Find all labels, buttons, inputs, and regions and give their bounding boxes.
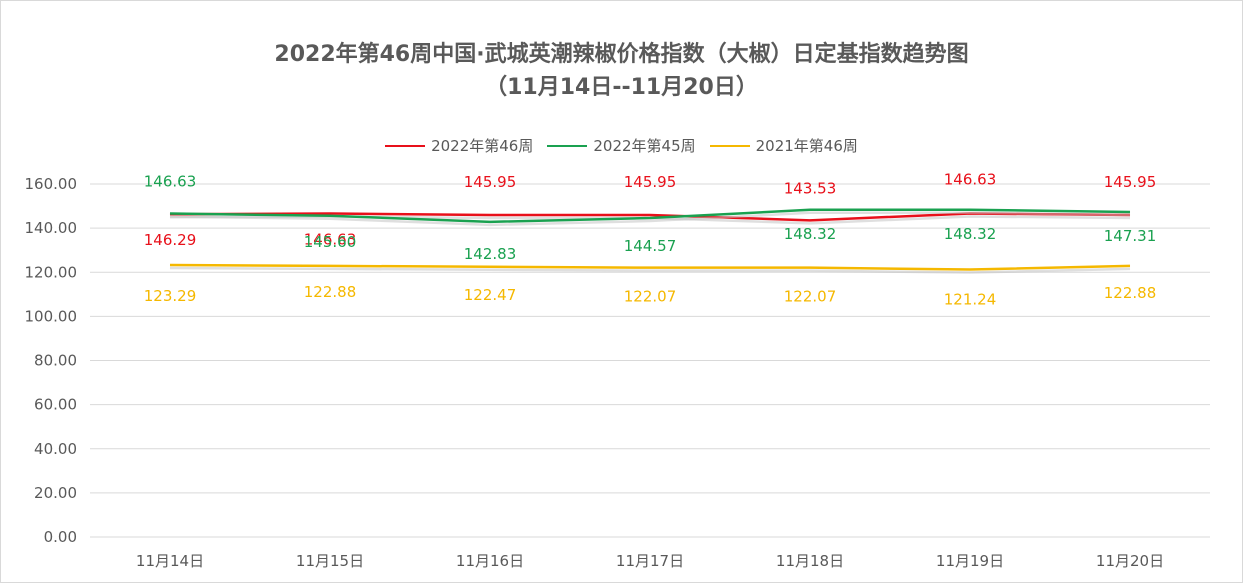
- data-label: 148.32: [944, 225, 997, 243]
- x-tick-label: 11月14日: [136, 552, 204, 570]
- legend-label-series-2: 2021年第46周: [755, 137, 858, 155]
- data-label: 123.29: [144, 287, 197, 305]
- chart-title: 2022年第46周中国·武城英潮辣椒价格指数（大椒）日定基指数趋势图: [274, 42, 969, 67]
- x-tick-label: 11月17日: [616, 552, 684, 570]
- legend-item-series-1: 2022年第45周: [547, 135, 696, 156]
- data-label: 122.07: [624, 288, 677, 306]
- y-tick-label: 140.00: [25, 219, 78, 237]
- legend-swatch-series-0: [385, 144, 426, 147]
- x-tick-label: 11月19日: [936, 552, 1004, 570]
- chart-subtitle: （11月14日--11月20日）: [485, 75, 758, 100]
- data-label: 145.95: [464, 173, 517, 191]
- legend-swatch-series-1: [547, 144, 588, 147]
- y-tick-label: 120.00: [25, 263, 78, 281]
- data-label: 143.53: [784, 179, 837, 197]
- data-label: 146.63: [304, 230, 357, 248]
- data-label: 147.31: [1104, 227, 1157, 245]
- y-tick-label: 100.00: [25, 307, 78, 325]
- data-label: 122.47: [464, 286, 517, 304]
- x-tick-label: 11月15日: [296, 552, 364, 570]
- data-label: 146.63: [944, 170, 997, 188]
- series-line-shadow: [169, 211, 1131, 227]
- legend-label-series-1: 2022年第45周: [593, 137, 696, 155]
- data-label: 145.95: [1104, 173, 1157, 191]
- data-label: 122.88: [1104, 284, 1157, 302]
- legend-label-series-0: 2022年第46周: [431, 137, 534, 155]
- y-tick-label: 20.00: [34, 484, 77, 502]
- y-tick-label: 0.00: [44, 528, 77, 546]
- y-tick-label: 160.00: [25, 175, 78, 193]
- data-label: 145.60: [304, 233, 357, 251]
- legend-item-series-0: 2022年第46周: [385, 135, 533, 156]
- x-tick-label: 11月18日: [776, 552, 844, 570]
- chart-legend: 2022年第46周 2022年第45周 2021年第46周: [0, 135, 1243, 156]
- series-line-shadow: [169, 266, 1131, 274]
- data-label: 144.57: [624, 237, 677, 255]
- data-label: 121.24: [944, 291, 997, 309]
- y-tick-label: 60.00: [34, 396, 77, 414]
- x-tick-label: 11月20日: [1096, 552, 1164, 570]
- data-label: 148.32: [784, 225, 837, 243]
- data-label: 142.83: [464, 245, 517, 263]
- x-tick-label: 11月16日: [456, 552, 524, 570]
- data-label: 146.63: [144, 172, 197, 190]
- legend-item-series-2: 2021年第46周: [709, 135, 858, 156]
- data-label: 122.88: [304, 283, 357, 301]
- y-tick-label: 80.00: [34, 352, 77, 370]
- y-tick-label: 40.00: [34, 440, 77, 458]
- legend-swatch-series-2: [709, 144, 750, 147]
- data-label: 122.07: [784, 288, 837, 306]
- data-label: 146.29: [144, 231, 197, 249]
- data-label: 145.95: [624, 173, 677, 191]
